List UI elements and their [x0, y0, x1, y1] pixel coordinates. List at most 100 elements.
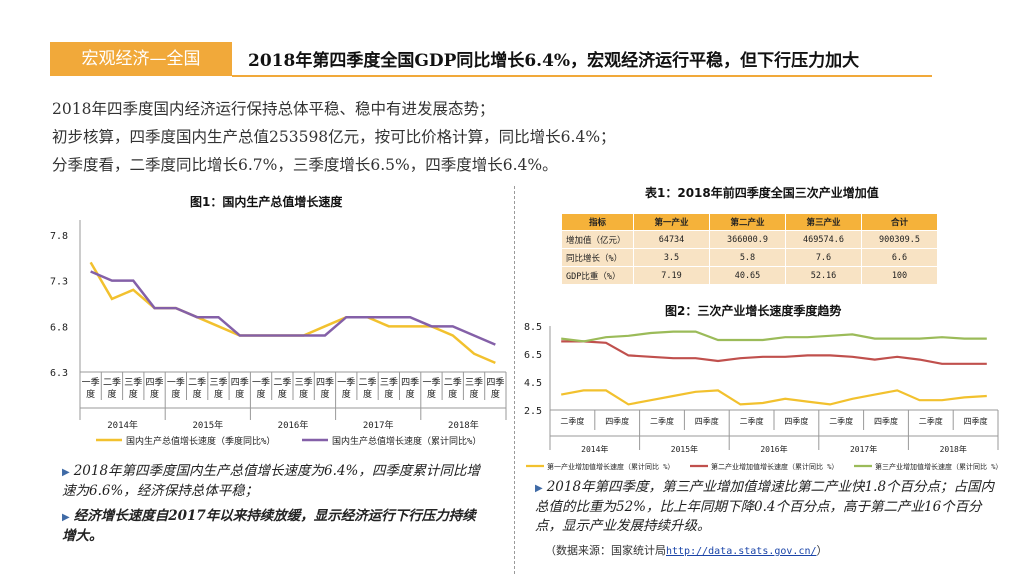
column-divider: [514, 186, 515, 574]
x-tick-label: 度: [384, 388, 393, 400]
intro-text: 2018年四季度国内经济运行保持总体平稳、稳中有进发展态势； 初步核算，四季度国…: [52, 95, 992, 179]
y-tick-label: 7.3: [50, 277, 68, 288]
y-tick-label: 8.5: [524, 322, 542, 333]
table1-title: 表1：2018年前四季度全国三次产业增加值: [645, 186, 879, 200]
x-tick-label: 二季: [444, 376, 462, 388]
x-tick-label: 度: [278, 388, 287, 400]
table-header: 合计: [861, 213, 938, 231]
table-row: GDP比重（%） 7.19 40.65 52.16 100: [561, 266, 938, 285]
table-cell: 64734: [633, 230, 710, 249]
x-tick-label: 四季: [486, 376, 504, 388]
y-tick-label: 4.5: [524, 378, 542, 389]
secondary-industry-line: [561, 340, 987, 365]
x-tick-label: 度: [86, 388, 95, 400]
x-tick-label: 二季度: [560, 416, 584, 426]
header-divider: [232, 75, 932, 77]
x-tick-label: 四季: [401, 376, 419, 388]
table-cell: 900309.5: [861, 230, 938, 249]
x-tick-label: 二季: [103, 376, 121, 388]
table-row: 同比增长（%） 3.5 5.8 7.6 6.6: [561, 248, 938, 267]
table-cell: 100: [861, 266, 938, 285]
section-tag: 宏观经济—全国: [50, 42, 232, 76]
x-tick-label: 二季度: [650, 416, 674, 426]
page-title: 2018年第四季度全国GDP同比增长6.4%，宏观经济运行平稳，但下行压力加大: [248, 51, 860, 71]
table-cell: 3.5: [633, 248, 710, 267]
year-label: 2016年: [278, 419, 309, 431]
x-tick-label: 一季: [337, 376, 355, 388]
x-tick-label: 二季: [273, 376, 291, 388]
x-tick-label: 二季度: [919, 416, 943, 426]
x-tick-label: 四季度: [964, 416, 988, 426]
y-tick-label: 6.8: [50, 322, 68, 333]
year-label: 2017年: [850, 444, 877, 454]
x-tick-label: 一季: [422, 376, 440, 388]
gdp-growth-chart: 7.87.36.86.3一季度二季度三季度四季度一季度二季度三季度四季度一季度二…: [50, 220, 507, 447]
x-tick-label: 二季: [359, 376, 377, 388]
note-industry: ▶ 2018年第四季度，第三产业增加值增速比第二产业快1.8个百分点；占国内总值的…: [535, 478, 1003, 536]
table-cell: GDP比重（%）: [561, 266, 634, 285]
table-cell: 469574.6: [785, 230, 862, 249]
x-tick-label: 一季: [252, 376, 270, 388]
x-tick-label: 四季: [316, 376, 334, 388]
table-cell: 7.6: [785, 248, 862, 267]
x-tick-label: 度: [193, 388, 202, 400]
source-link[interactable]: http://data.stats.gov.cn/: [666, 546, 817, 557]
x-tick-label: 度: [214, 388, 223, 400]
bullet-marker-icon: ▶: [62, 512, 70, 523]
x-tick-label: 三季: [209, 376, 227, 388]
table-cell: 366000.9: [709, 230, 786, 249]
year-label: 2014年: [581, 444, 608, 454]
x-tick-label: 度: [107, 388, 116, 400]
x-tick-label: 度: [171, 388, 180, 400]
year-label: 2015年: [671, 444, 698, 454]
industry-growth-chart: 8.5 6.5 4.5 2.5 二季度 四季度 二季度 四季度 二季度 四季度 二季度 四季度 二季度 四…: [524, 322, 1003, 471]
table-header: 指标: [561, 213, 634, 231]
x-tick-label: 度: [235, 388, 244, 400]
table-cell: 7.19: [633, 266, 710, 285]
x-tick-label: 度: [150, 388, 159, 400]
note-gdp: ▶ 2018年第四季度国内生产总值增长速度为6.4%，四季度累计同比增速为6.6%…: [62, 462, 482, 501]
intro-line: 分季度看，二季度同比增长6.7%，三季度增长6.5%，四季度增长6.4%。: [52, 156, 558, 174]
quarterly-growth-line: [89, 261, 496, 365]
x-tick-label: 四季度: [784, 416, 808, 426]
x-tick-label: 度: [406, 388, 415, 400]
primary-industry-line: [560, 389, 987, 406]
x-tick-label: 度: [129, 388, 138, 400]
table-cell: 同比增长（%）: [561, 248, 634, 267]
intro-line: 2018年四季度国内经济运行保持总体平稳、稳中有进发展态势；: [52, 100, 495, 118]
x-tick-label: 四季: [231, 376, 249, 388]
x-tick-label: 三季: [124, 376, 142, 388]
legend-label: 第三产业增加值增长速度（累计同比 %）: [875, 462, 1002, 471]
table-row: 增加值（亿元） 64734 366000.9 469574.6 900309.5: [561, 230, 938, 249]
year-label: 2016年: [760, 444, 787, 454]
intro-line: 初步核算，四季度国内生产总值253598亿元，按可比价格计算，同比增长6.4%；: [52, 128, 616, 146]
x-tick-label: 二季度: [740, 416, 764, 426]
bullet-marker-icon: ▶: [62, 467, 70, 478]
tertiary-industry-line: [561, 330, 987, 343]
year-label: 2015年: [192, 419, 223, 431]
source-suffix: ）: [816, 544, 828, 557]
y-tick-label: 6.5: [524, 350, 542, 361]
x-tick-label: 度: [257, 388, 266, 400]
legend-label: 国内生产总值增长速度（季度同比%）: [126, 435, 275, 447]
legend-label: 第一产业增加值增长速度（累计同比 %）: [547, 462, 674, 471]
x-tick-label: 度: [299, 388, 308, 400]
x-tick-label: 度: [320, 388, 329, 400]
table-header: 第二产业: [709, 213, 786, 231]
x-tick-label: 二季: [188, 376, 206, 388]
table-cell: 5.8: [709, 248, 786, 267]
table-cell: 52.16: [785, 266, 862, 285]
table-header: 第一产业: [633, 213, 710, 231]
x-tick-label: 四季度: [874, 416, 898, 426]
y-tick-label: 7.8: [50, 231, 68, 242]
bullet-marker-icon: ▶: [535, 483, 543, 494]
x-tick-label: 四季: [146, 376, 164, 388]
table-cell: 40.65: [709, 266, 786, 285]
source-prefix: （数据来源：国家统计局: [545, 544, 666, 557]
x-tick-label: 一季: [82, 376, 100, 388]
x-tick-label: 三季: [380, 376, 398, 388]
note-text: 2018年第四季度国内生产总值增长速度为6.4%，四季度累计同比增速为6.6%，…: [62, 463, 480, 499]
cumulative-growth-line: [90, 270, 496, 346]
x-tick-label: 度: [448, 388, 457, 400]
legend-label: 国内生产总值增长速度（累计同比%）: [332, 435, 481, 447]
